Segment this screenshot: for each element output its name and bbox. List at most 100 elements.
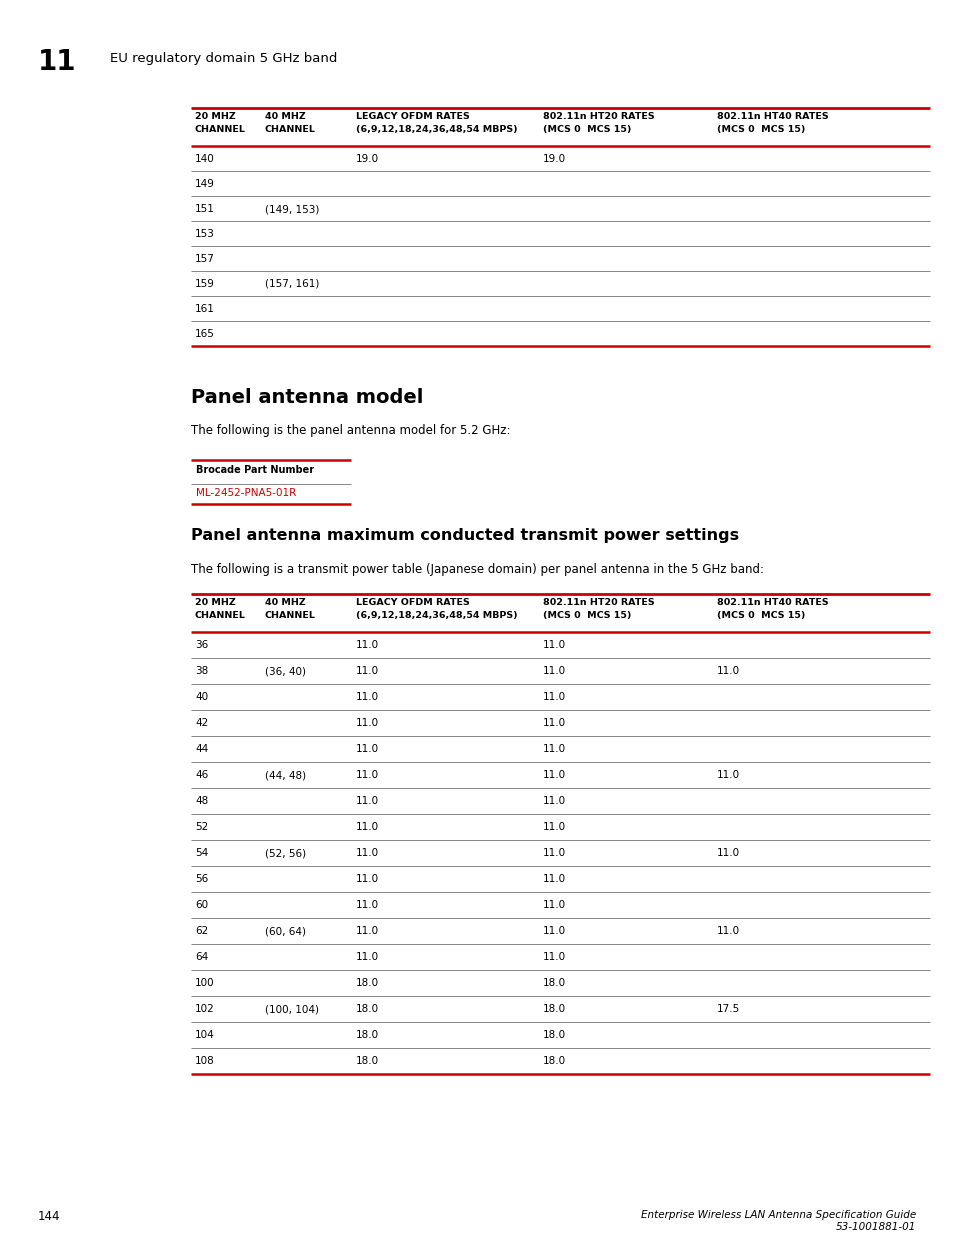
Text: CHANNEL: CHANNEL: [194, 125, 246, 135]
Text: LEGACY OFDM RATES: LEGACY OFDM RATES: [355, 598, 469, 606]
Text: 11.0: 11.0: [542, 718, 565, 727]
Text: (60, 64): (60, 64): [265, 926, 306, 936]
Text: 11.0: 11.0: [355, 900, 378, 910]
Text: 18.0: 18.0: [542, 1030, 565, 1040]
Text: 11.0: 11.0: [355, 743, 378, 755]
Text: (6,9,12,18,24,36,48,54 MBPS): (6,9,12,18,24,36,48,54 MBPS): [355, 611, 517, 620]
Text: 64: 64: [194, 952, 208, 962]
Text: 11.0: 11.0: [717, 666, 740, 676]
Text: 48: 48: [194, 797, 208, 806]
Text: 11.0: 11.0: [355, 640, 378, 650]
Text: 11.0: 11.0: [542, 926, 565, 936]
Text: 11.0: 11.0: [542, 692, 565, 701]
Text: 60: 60: [194, 900, 208, 910]
Text: (MCS 0  MCS 15): (MCS 0 MCS 15): [717, 125, 804, 135]
Text: 161: 161: [194, 304, 214, 314]
Text: Panel antenna maximum conducted transmit power settings: Panel antenna maximum conducted transmit…: [191, 529, 739, 543]
Text: (MCS 0  MCS 15): (MCS 0 MCS 15): [542, 125, 631, 135]
Text: 153: 153: [194, 228, 214, 240]
Text: 11.0: 11.0: [542, 823, 565, 832]
Text: 144: 144: [38, 1210, 60, 1223]
Text: 11.0: 11.0: [717, 769, 740, 781]
Text: 18.0: 18.0: [355, 978, 378, 988]
Text: 11.0: 11.0: [355, 952, 378, 962]
Text: 11.0: 11.0: [542, 640, 565, 650]
Text: The following is a transmit power table (Japanese domain) per panel antenna in t: The following is a transmit power table …: [191, 563, 763, 576]
Text: EU regulatory domain 5 GHz band: EU regulatory domain 5 GHz band: [110, 52, 337, 65]
Text: CHANNEL: CHANNEL: [265, 611, 315, 620]
Text: 802.11n HT40 RATES: 802.11n HT40 RATES: [717, 598, 828, 606]
Text: 42: 42: [194, 718, 208, 727]
Text: ML-2452-PNA5-01R: ML-2452-PNA5-01R: [195, 488, 296, 498]
Text: 802.11n HT20 RATES: 802.11n HT20 RATES: [542, 112, 654, 121]
Text: 36: 36: [194, 640, 208, 650]
Text: Panel antenna model: Panel antenna model: [191, 388, 423, 408]
Text: 104: 104: [194, 1030, 214, 1040]
Text: 11.0: 11.0: [542, 900, 565, 910]
Text: 38: 38: [194, 666, 208, 676]
Text: 52: 52: [194, 823, 208, 832]
Text: 19.0: 19.0: [355, 154, 378, 164]
Text: 11.0: 11.0: [355, 769, 378, 781]
Text: (157, 161): (157, 161): [265, 279, 319, 289]
Text: (36, 40): (36, 40): [265, 666, 306, 676]
Text: 62: 62: [194, 926, 208, 936]
Text: 11.0: 11.0: [355, 692, 378, 701]
Text: Enterprise Wireless LAN Antenna Specification Guide
53-1001881-01: Enterprise Wireless LAN Antenna Specific…: [640, 1210, 915, 1231]
Text: 44: 44: [194, 743, 208, 755]
Text: 159: 159: [194, 279, 214, 289]
Text: 18.0: 18.0: [355, 1004, 378, 1014]
Text: 157: 157: [194, 254, 214, 264]
Text: 46: 46: [194, 769, 208, 781]
Text: 165: 165: [194, 329, 214, 338]
Text: 40 MHZ: 40 MHZ: [265, 112, 305, 121]
Text: (100, 104): (100, 104): [265, 1004, 318, 1014]
Text: 11.0: 11.0: [355, 666, 378, 676]
Text: 11.0: 11.0: [355, 926, 378, 936]
Text: (MCS 0  MCS 15): (MCS 0 MCS 15): [542, 611, 631, 620]
Text: 11.0: 11.0: [542, 848, 565, 858]
Text: (44, 48): (44, 48): [265, 769, 306, 781]
Text: 56: 56: [194, 874, 208, 884]
Text: 151: 151: [194, 204, 214, 214]
Text: 11.0: 11.0: [542, 797, 565, 806]
Text: 102: 102: [194, 1004, 214, 1014]
Text: 18.0: 18.0: [542, 978, 565, 988]
Text: 17.5: 17.5: [717, 1004, 740, 1014]
Text: 11.0: 11.0: [717, 926, 740, 936]
Text: 149: 149: [194, 179, 214, 189]
Text: 11.0: 11.0: [542, 743, 565, 755]
Text: 54: 54: [194, 848, 208, 858]
Text: 11.0: 11.0: [355, 718, 378, 727]
Text: 802.11n HT20 RATES: 802.11n HT20 RATES: [542, 598, 654, 606]
Text: Brocade Part Number: Brocade Part Number: [195, 466, 314, 475]
Text: (MCS 0  MCS 15): (MCS 0 MCS 15): [717, 611, 804, 620]
Text: 11.0: 11.0: [542, 666, 565, 676]
Text: 18.0: 18.0: [355, 1056, 378, 1066]
Text: 11.0: 11.0: [355, 848, 378, 858]
Text: 40: 40: [194, 692, 208, 701]
Text: (6,9,12,18,24,36,48,54 MBPS): (6,9,12,18,24,36,48,54 MBPS): [355, 125, 517, 135]
Text: (52, 56): (52, 56): [265, 848, 306, 858]
Text: 140: 140: [194, 154, 214, 164]
Text: 20 MHZ: 20 MHZ: [194, 598, 235, 606]
Text: 11.0: 11.0: [355, 797, 378, 806]
Text: 18.0: 18.0: [355, 1030, 378, 1040]
Text: 20 MHZ: 20 MHZ: [194, 112, 235, 121]
Text: 802.11n HT40 RATES: 802.11n HT40 RATES: [717, 112, 828, 121]
Text: CHANNEL: CHANNEL: [194, 611, 246, 620]
Text: 18.0: 18.0: [542, 1004, 565, 1014]
Text: 11.0: 11.0: [542, 874, 565, 884]
Text: CHANNEL: CHANNEL: [265, 125, 315, 135]
Text: 19.0: 19.0: [542, 154, 565, 164]
Text: 11.0: 11.0: [355, 823, 378, 832]
Text: 11.0: 11.0: [717, 848, 740, 858]
Text: The following is the panel antenna model for 5.2 GHz:: The following is the panel antenna model…: [191, 424, 510, 437]
Text: 100: 100: [194, 978, 214, 988]
Text: 40 MHZ: 40 MHZ: [265, 598, 305, 606]
Text: (149, 153): (149, 153): [265, 204, 319, 214]
Text: LEGACY OFDM RATES: LEGACY OFDM RATES: [355, 112, 469, 121]
Text: 11.0: 11.0: [542, 952, 565, 962]
Text: 108: 108: [194, 1056, 214, 1066]
Text: 11: 11: [38, 48, 76, 77]
